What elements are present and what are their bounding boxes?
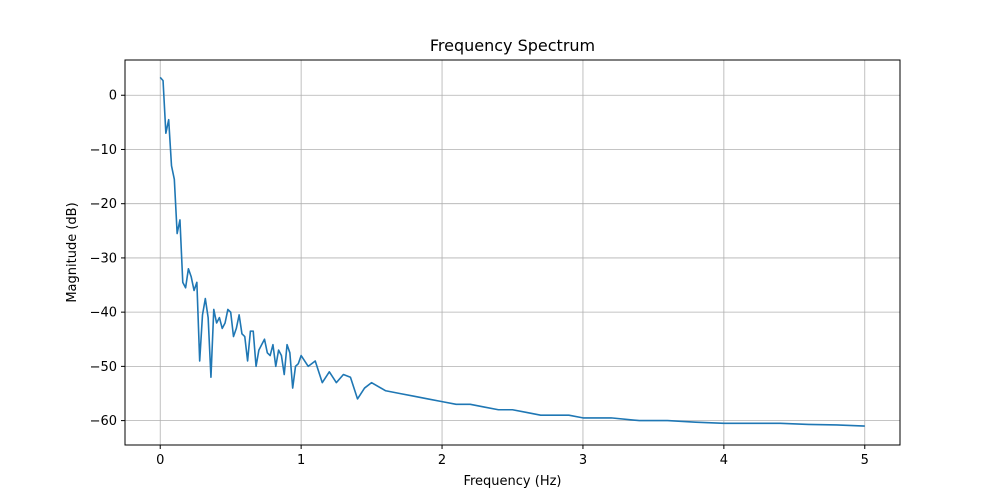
- y-axis-label: Magnitude (dB): [65, 202, 80, 302]
- x-axis: 0 1 2 3 4 5: [156, 445, 869, 468]
- y-tick-label: −50: [90, 360, 117, 375]
- plot-area: [159, 76, 865, 427]
- x-tick-label: 2: [438, 453, 446, 468]
- x-tick-label: 0: [156, 453, 164, 468]
- y-tick-label: −30: [90, 251, 117, 266]
- x-tick-label: 1: [297, 453, 305, 468]
- y-tick-label: −10: [90, 143, 117, 158]
- chart-title: Frequency Spectrum: [430, 36, 595, 55]
- x-tick-label: 4: [720, 453, 728, 468]
- grid: [125, 60, 900, 445]
- y-tick-label: −60: [90, 414, 117, 429]
- y-axis: 0 −10 −20 −30 −40 −50 −60: [90, 89, 125, 429]
- y-tick-label: −20: [90, 197, 117, 212]
- x-tick-label: 3: [579, 453, 587, 468]
- series-line: [159, 76, 865, 427]
- x-axis-label: Frequency (Hz): [463, 474, 561, 489]
- y-tick-label: 0: [109, 89, 117, 104]
- axes-frame: [124, 59, 901, 446]
- y-tick-label: −40: [90, 306, 117, 321]
- x-tick-label: 5: [861, 453, 869, 468]
